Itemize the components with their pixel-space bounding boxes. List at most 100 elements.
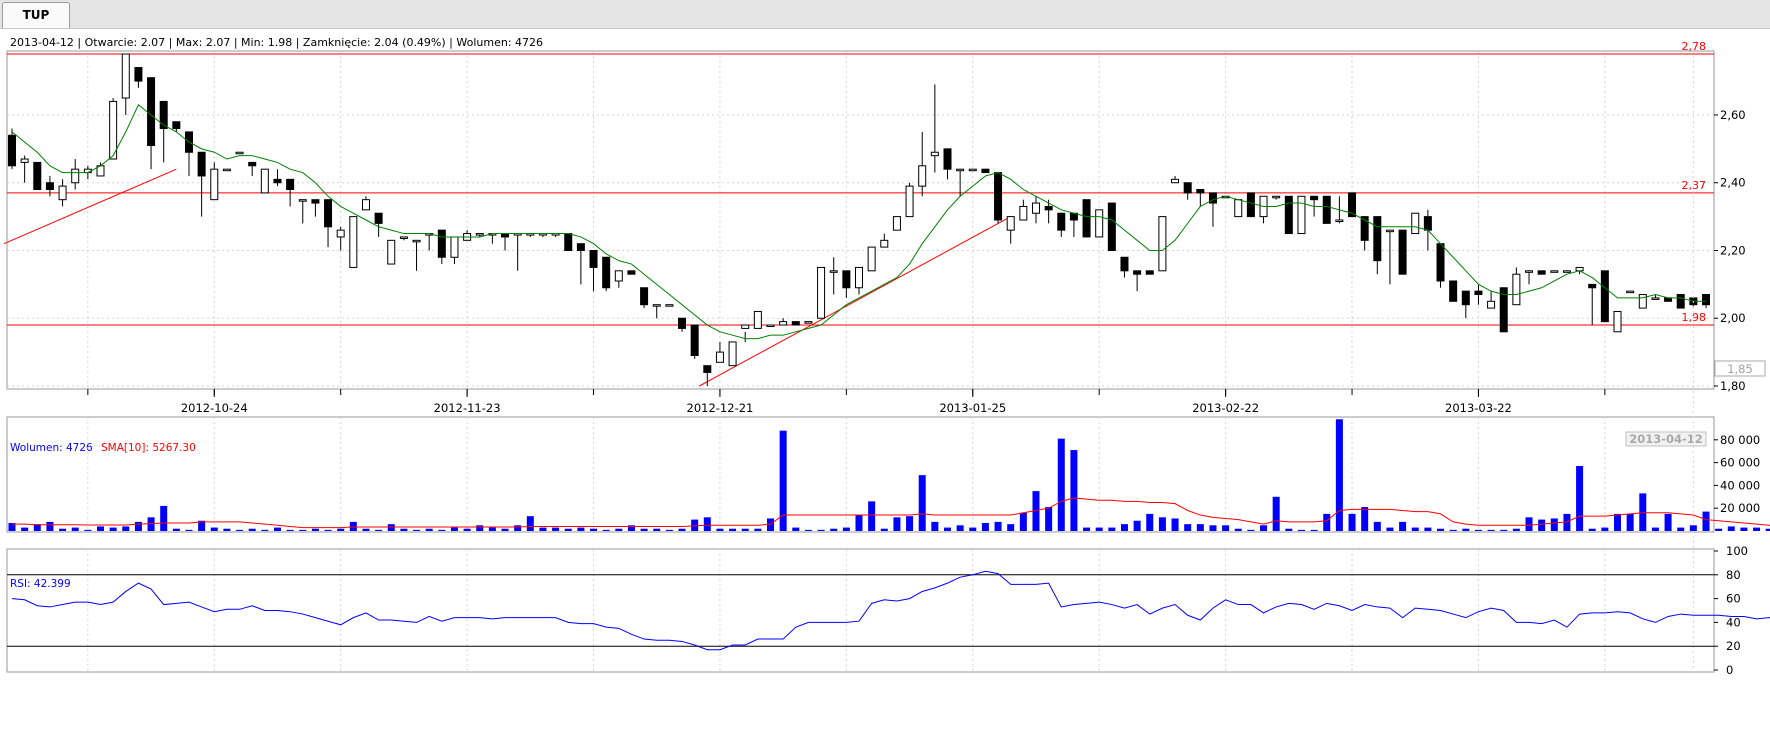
volume-bar — [1664, 513, 1672, 531]
volume-bar — [476, 525, 484, 531]
candle-body — [71, 168, 80, 184]
candle-body — [336, 229, 345, 238]
volume-bar — [1576, 466, 1584, 531]
volume-bar — [1715, 528, 1723, 531]
volume-bar — [1424, 527, 1432, 531]
chart-svg[interactable]: 2013-04-12 | Otwarcie: 2.07 | Max: 2.07 … — [0, 29, 1770, 742]
candle-body — [324, 199, 333, 228]
volume-bar — [122, 526, 130, 531]
volume-bar — [1550, 518, 1558, 531]
volume-bar — [46, 521, 54, 531]
volume-bar — [96, 526, 104, 531]
volume-bar — [1057, 438, 1065, 531]
candle-body — [994, 172, 1003, 221]
candle-body — [412, 239, 421, 243]
price-tick-label: 2,00 — [1720, 311, 1746, 325]
volume-bar — [1437, 528, 1445, 531]
volume-bar — [1019, 512, 1027, 531]
last-price-label: 1,85 — [1727, 362, 1753, 376]
volume-bar — [1070, 450, 1078, 531]
candle-body — [981, 168, 990, 174]
candle-body — [20, 158, 29, 163]
volume-bar — [1196, 524, 1204, 531]
volume-bar — [691, 519, 699, 531]
volume-bar — [627, 525, 635, 531]
candle-body — [210, 168, 219, 201]
volume-bar — [1348, 513, 1356, 531]
candle-body — [1664, 297, 1673, 302]
volume-bar — [779, 430, 787, 531]
volume-bar — [1222, 525, 1230, 531]
candle-body — [1512, 273, 1521, 306]
candle-body — [1550, 270, 1559, 273]
candle-body — [1562, 270, 1571, 273]
candle-body — [1234, 199, 1243, 218]
volume-bar — [134, 521, 142, 531]
candle-body — [892, 216, 901, 231]
candle-body — [1702, 294, 1710, 306]
volume-bar — [501, 528, 509, 531]
candle-body — [33, 161, 42, 191]
volume-bar — [400, 528, 408, 531]
candle-body — [387, 239, 396, 265]
candle-body — [728, 341, 737, 367]
volume-bar — [577, 527, 585, 531]
candle-body — [450, 236, 459, 258]
candle-body — [1145, 270, 1154, 275]
volume-bar — [413, 529, 421, 531]
volume-bar — [84, 529, 92, 531]
volume-sma-line — [12, 497, 1770, 529]
rsi-tick-label: 80 — [1726, 568, 1741, 582]
price-tick-label: 2,20 — [1720, 243, 1746, 257]
price-sma-line — [11, 104, 1706, 340]
candle-body — [1537, 270, 1546, 275]
volume-bar — [33, 524, 41, 531]
candle-body — [1006, 216, 1015, 231]
volume-bar — [223, 528, 231, 531]
candle-body — [1436, 243, 1445, 282]
candle-body — [1613, 310, 1622, 333]
volume-bar — [1361, 507, 1369, 531]
volume-bar — [1209, 525, 1217, 531]
volume-bar — [198, 520, 206, 531]
volume-bar — [1108, 527, 1116, 531]
candle-body — [311, 199, 320, 204]
candle-body — [652, 304, 661, 307]
volume-bar — [665, 529, 673, 531]
volume-bar — [943, 527, 951, 531]
candle-body — [349, 216, 358, 268]
volume-bar — [21, 527, 29, 531]
candle-body — [905, 185, 914, 218]
volume-bar — [1765, 528, 1770, 531]
candle-body — [1095, 209, 1104, 238]
candle-body — [1297, 195, 1306, 235]
candle-body — [1272, 195, 1281, 199]
volume-bar — [488, 527, 496, 531]
volume-bar — [855, 515, 863, 531]
candle-body — [1398, 229, 1407, 275]
candle-body — [1196, 189, 1205, 194]
volume-bar — [893, 517, 901, 531]
volume-bar — [615, 528, 623, 531]
volume-bar — [792, 527, 800, 531]
volume-bar — [362, 528, 370, 531]
volume-bar — [754, 528, 762, 531]
volume-bar — [1297, 529, 1305, 531]
volume-bar — [1753, 527, 1761, 531]
volume-bar — [1525, 517, 1533, 531]
candle-body — [1638, 294, 1647, 309]
volume-bar — [438, 529, 446, 531]
volume-bar — [1007, 524, 1015, 531]
candle-body — [1449, 280, 1458, 302]
tab-tup[interactable]: TUP — [2, 2, 70, 28]
volume-bar — [1449, 529, 1457, 531]
candle-body — [867, 246, 876, 272]
volume-bar — [1563, 513, 1571, 531]
volume-bar — [210, 527, 218, 531]
volume-panel-label: Wolumen: 4726 — [10, 442, 93, 454]
volume-bar — [1614, 513, 1622, 531]
candle-body — [766, 324, 775, 328]
candle-body — [197, 151, 206, 177]
volume-bar — [1133, 520, 1141, 531]
chart-layers: 1,80 2,00 2,20 2,40 2,60 2012-10-24 2012-11-23… — [3, 40, 1770, 677]
